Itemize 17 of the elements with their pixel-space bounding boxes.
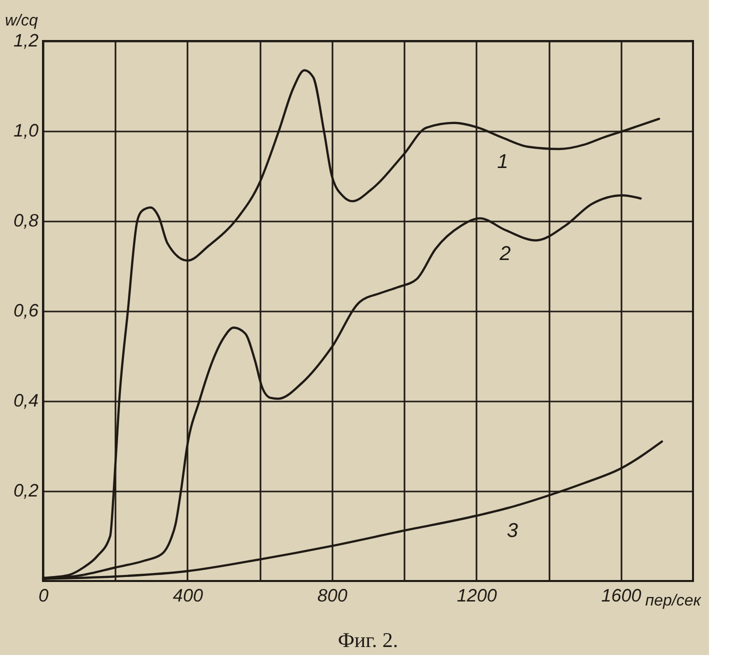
series-label: 2 <box>498 243 511 265</box>
x-tick-label: 800 <box>317 586 348 606</box>
x-tick-label: 0 <box>38 586 49 606</box>
y-tick-label: 0,4 <box>13 390 38 410</box>
y-axis-title: w/cq <box>5 12 38 30</box>
x-axis-title: пер/сек <box>645 592 702 610</box>
y-tick-label: 0,2 <box>13 480 38 500</box>
series-label: 3 <box>506 520 518 542</box>
series-label: 1 <box>497 150 508 173</box>
y-tick-label: 1,0 <box>13 120 38 140</box>
x-tick-label: 1200 <box>456 586 497 606</box>
y-tick-label: 0,6 <box>13 300 40 320</box>
x-tick-label: 1600 <box>601 586 642 606</box>
text: Фиг. 2. <box>338 628 398 652</box>
y-tick-label: 0,8 <box>13 210 38 230</box>
x-tick-label: 400 <box>172 586 203 606</box>
y-tick-label: 1,2 <box>13 30 38 50</box>
